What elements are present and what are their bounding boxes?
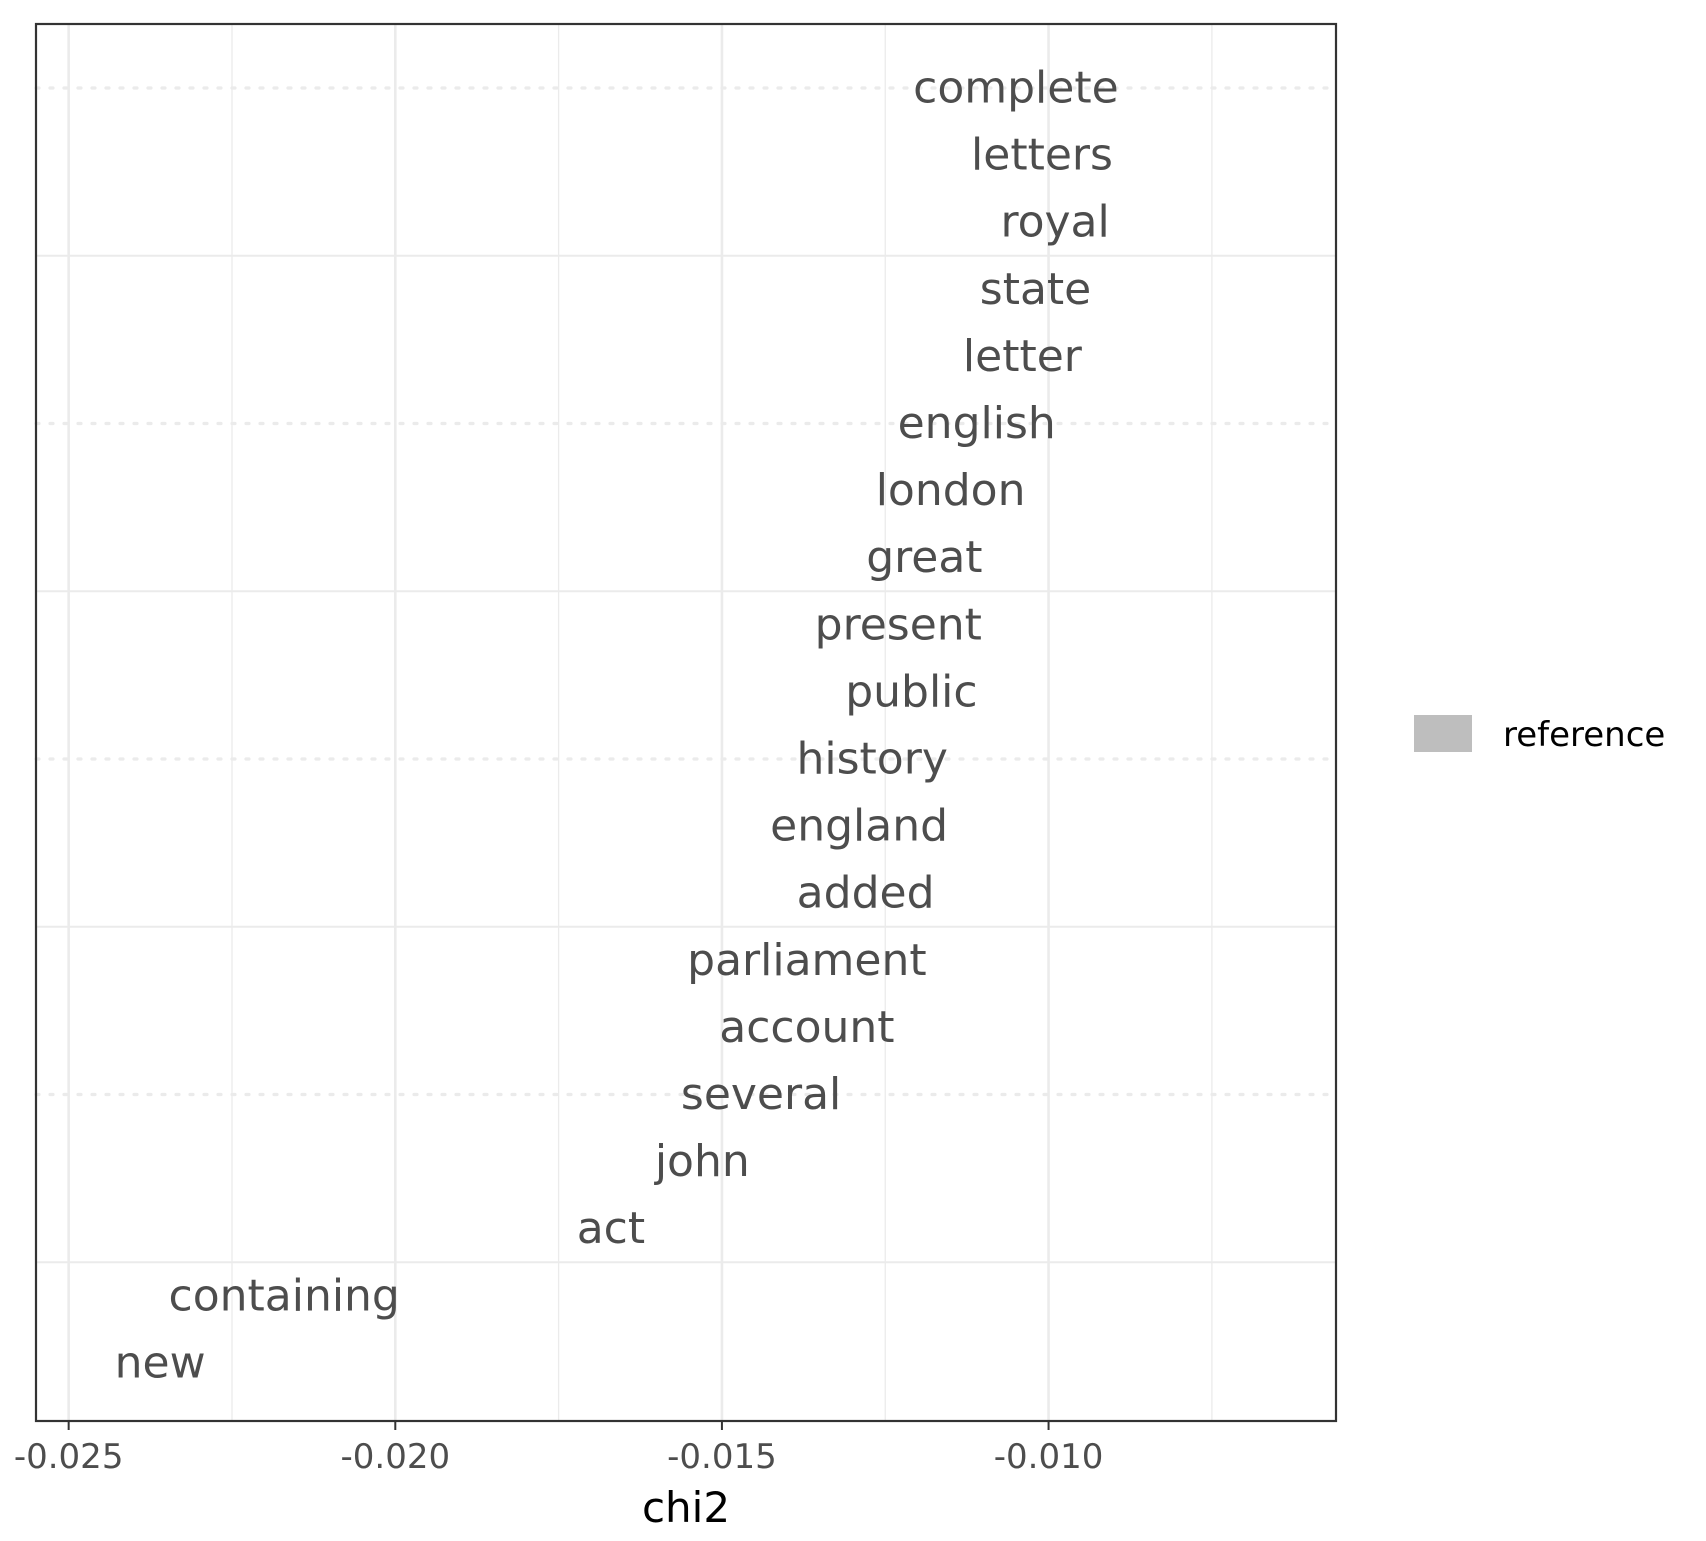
point-label-present: present (815, 599, 982, 650)
point-label-added: added (797, 868, 935, 919)
point-label-account: account (719, 1002, 894, 1053)
point-label-complete: complete (913, 63, 1119, 114)
grid-layer (34, 24, 1338, 1421)
legend-label-reference: reference (1503, 715, 1665, 755)
point-label-new: new (115, 1337, 206, 1388)
x-axis-title: chi2 (642, 1483, 730, 1532)
legend: reference (1414, 715, 1665, 755)
point-label-letter: letter (963, 331, 1083, 382)
point-label-english: english (898, 398, 1056, 449)
point-label-parliament: parliament (687, 935, 926, 986)
x-tick-label: -0.015 (667, 1437, 777, 1477)
points-layer: complete letters royal state letter english lo… (115, 63, 1119, 1389)
point-label-great: great (866, 532, 982, 583)
x-axis: -0.025 -0.020 -0.015 -0.010 (14, 1421, 1104, 1477)
x-tick-label: -0.025 (14, 1437, 124, 1477)
point-label-england: england (770, 801, 948, 852)
x-tick-label: -0.010 (994, 1437, 1104, 1477)
point-label-act: act (577, 1203, 645, 1254)
point-label-john: john (654, 1136, 750, 1187)
legend-key-reference (1414, 715, 1472, 752)
point-label-history: history (797, 734, 948, 785)
panel-border (34, 22, 1338, 1423)
point-label-london: london (876, 465, 1026, 516)
point-label-letters: letters (971, 130, 1113, 181)
point-label-public: public (845, 666, 977, 717)
point-label-state: state (980, 264, 1091, 315)
point-label-containing: containing (169, 1270, 400, 1321)
point-label-royal: royal (1000, 197, 1109, 248)
point-label-several: several (681, 1069, 841, 1120)
x-tick-label: -0.020 (340, 1437, 450, 1477)
